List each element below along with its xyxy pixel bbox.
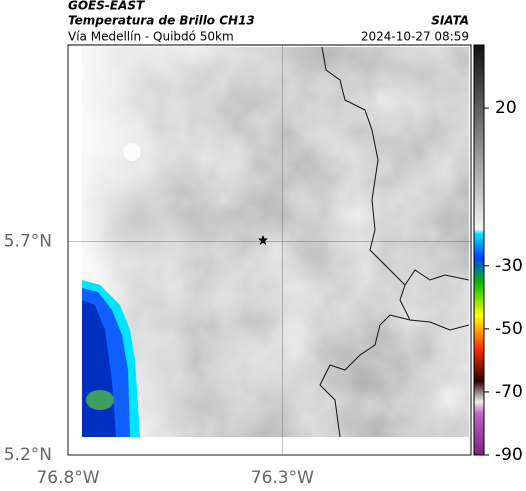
- satellite-image: [82, 47, 469, 437]
- colorbar-tick-label: -90: [495, 445, 523, 465]
- colorbar-tick-label: -30: [495, 256, 523, 276]
- y-tick-label: 5.2°N: [4, 445, 52, 465]
- location-star: [258, 235, 268, 245]
- title: Temperatura de Brillo CH13: [68, 14, 255, 28]
- colorbar-tick-label: 20: [495, 98, 517, 118]
- x-tick-label: 76.3°W: [251, 468, 314, 488]
- colorbar-tick-label: -50: [495, 319, 523, 339]
- colorbar: [473, 44, 485, 456]
- colorbar-tick-label: -70: [495, 382, 523, 402]
- brand: SIATA: [431, 14, 469, 28]
- source: GOES-EAST: [68, 0, 145, 13]
- y-tick-label: 5.7°N: [4, 231, 52, 251]
- x-tick-label: 76.8°W: [36, 468, 99, 488]
- datetime: 2024-10-27 08:59: [361, 30, 469, 44]
- subtitle: Vía Medellín - Quibdó 50km: [68, 30, 234, 44]
